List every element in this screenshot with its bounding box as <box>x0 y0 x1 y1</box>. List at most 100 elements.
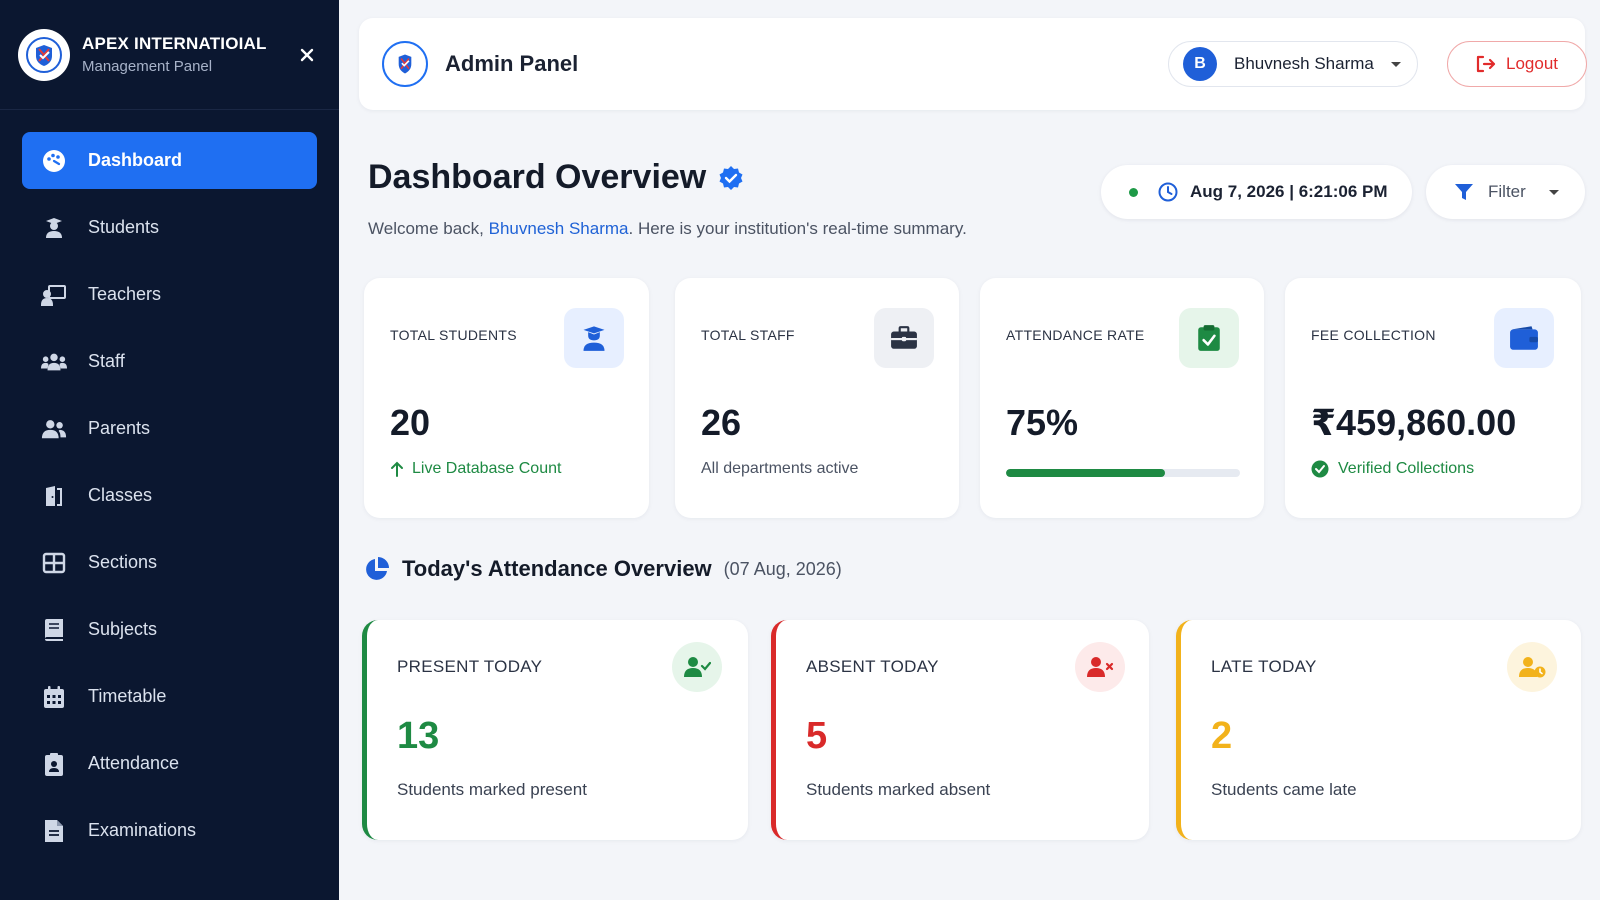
stat-value: ₹459,860.00 <box>1311 402 1517 443</box>
sidebar-item-sections[interactable]: Sections <box>22 534 317 591</box>
user-check-icon <box>672 642 722 692</box>
pie-chart-icon <box>366 557 389 580</box>
stat-value: 20 <box>390 402 431 443</box>
att-footer: Students came late <box>1211 780 1357 799</box>
stat-footer: All departments active <box>701 460 858 478</box>
briefcase-icon <box>874 308 934 368</box>
attendance-progress-bar <box>1006 469 1240 477</box>
stat-card-fee-collection: FEE COLLECTION ₹459,860.00 Verified Coll… <box>1285 278 1581 518</box>
sidebar-item-label: Staff <box>88 351 125 371</box>
filter-label: Filter <box>1488 182 1526 201</box>
late-today-card: LATE TODAY 2 Students came late <box>1176 620 1581 840</box>
stat-card-total-students: TOTAL STUDENTS 20 Live Database Count <box>364 278 649 518</box>
student-icon <box>41 215 67 241</box>
welcome-prefix: Welcome back, <box>368 219 489 238</box>
sidebar-item-subjects[interactable]: Subjects <box>22 601 317 658</box>
close-sidebar-button[interactable] <box>293 41 321 69</box>
att-footer: Students marked present <box>397 780 587 799</box>
clipboard-check-icon <box>1179 308 1239 368</box>
file-icon <box>41 818 67 844</box>
welcome-user-link[interactable]: Bhuvnesh Sharma <box>488 219 629 238</box>
book-icon <box>41 617 67 643</box>
caret-down-icon <box>1549 189 1559 195</box>
datetime-text: Aug 7, 2026 | 6:21:06 PM <box>1190 182 1388 201</box>
stat-card-attendance-rate: ATTENDANCE RATE 75% <box>980 278 1264 518</box>
graduate-icon <box>564 308 624 368</box>
stat-value: 75% <box>1006 402 1079 443</box>
sidebar-item-teachers[interactable]: Teachers <box>22 266 317 323</box>
stat-footer-text: Verified Collections <box>1338 460 1475 477</box>
sidebar-item-label: Attendance <box>88 753 180 773</box>
stat-footer-text: All departments active <box>701 460 859 477</box>
door-icon <box>41 483 67 509</box>
att-label: PRESENT TODAY <box>397 657 543 676</box>
stat-value: 26 <box>701 402 742 443</box>
sidebar-item-dashboard[interactable]: Dashboard <box>22 132 317 189</box>
sidebar-item-classes[interactable]: Classes <box>22 467 317 524</box>
verified-badge-icon <box>719 165 743 190</box>
stat-label: FEE COLLECTION <box>1311 327 1436 343</box>
sidebar-item-label: Dashboard <box>88 150 183 170</box>
main-content: Admin Panel B Bhuvnesh Sharma Logout Das… <box>339 0 1600 900</box>
header-title: Admin Panel <box>445 51 579 76</box>
sidebar-item-label: Students <box>88 217 160 237</box>
sidebar-item-parents[interactable]: Parents <box>22 400 317 457</box>
school-crest-icon <box>18 28 70 81</box>
att-label: ABSENT TODAY <box>806 657 939 676</box>
brand: APEX INTERNATIOIAL Management Panel <box>0 0 339 110</box>
sidebar-item-timetable[interactable]: Timetable <box>22 668 317 725</box>
wallet-icon <box>1494 308 1554 368</box>
sidebar-item-label: Timetable <box>88 686 167 706</box>
stat-card-total-staff: TOTAL STAFF 26 All departments active <box>675 278 959 518</box>
sidebar-item-students[interactable]: Students <box>22 199 317 256</box>
sidebar-nav: Dashboard Students Teachers Staff Parent… <box>0 110 339 859</box>
sidebar-item-examinations[interactable]: Examinations <box>22 802 317 859</box>
sidebar-item-attendance[interactable]: Attendance <box>22 735 317 792</box>
att-value: 13 <box>397 715 440 757</box>
stat-footer: Live Database Count <box>390 460 561 478</box>
teacher-icon <box>41 282 67 308</box>
school-crest-icon <box>382 41 428 87</box>
attendance-progress-fill <box>1006 469 1166 477</box>
sidebar-item-label: Subjects <box>88 619 158 639</box>
calendar-icon <box>41 684 67 710</box>
user-group-icon <box>41 416 67 442</box>
welcome-suffix: . Here is your institution's real-time s… <box>628 219 967 238</box>
top-bar: Admin Panel B Bhuvnesh Sharma Logout <box>359 18 1587 110</box>
page-title: Dashboard Overview <box>368 158 744 197</box>
att-value: 2 <box>1211 715 1233 757</box>
stat-label: TOTAL STAFF <box>701 327 795 343</box>
att-label: LATE TODAY <box>1211 657 1317 676</box>
clipboard-user-icon <box>41 751 67 777</box>
sidebar-item-label: Sections <box>88 552 158 572</box>
user-menu-button[interactable]: B Bhuvnesh Sharma <box>1168 41 1418 87</box>
datetime-display: Aug 7, 2026 | 6:21:06 PM <box>1101 165 1412 219</box>
present-today-card: PRESENT TODAY 13 Students marked present <box>362 620 748 840</box>
brand-subtitle: Management Panel <box>82 58 213 75</box>
user-clock-icon <box>1507 642 1557 692</box>
logout-label: Logout <box>1506 54 1558 73</box>
attendance-title: Today's Attendance Overview <box>402 556 712 581</box>
user-times-icon <box>1075 642 1125 692</box>
users-icon <box>41 349 67 375</box>
sidebar-item-label: Teachers <box>88 284 162 304</box>
user-name: Bhuvnesh Sharma <box>1234 54 1374 73</box>
logout-button[interactable]: Logout <box>1447 41 1587 87</box>
sidebar-item-label: Examinations <box>88 820 197 840</box>
live-status-dot <box>1129 187 1138 197</box>
sidebar-item-staff[interactable]: Staff <box>22 333 317 390</box>
welcome-message: Welcome back, Bhuvnesh Sharma. Here is y… <box>368 219 967 239</box>
sidebar-item-label: Parents <box>88 418 151 438</box>
check-circle-icon <box>1311 460 1329 478</box>
brand-title: APEX INTERNATIOIAL <box>82 34 267 53</box>
sidebar: APEX INTERNATIOIAL Management Panel Dash… <box>0 0 339 900</box>
attendance-date: (07 Aug, 2026) <box>723 558 842 579</box>
filter-icon <box>1455 184 1473 200</box>
logout-icon <box>1476 55 1496 73</box>
avatar: B <box>1183 47 1217 81</box>
filter-button[interactable]: Filter <box>1426 165 1585 219</box>
absent-today-card: ABSENT TODAY 5 Students marked absent <box>771 620 1149 840</box>
stat-label: ATTENDANCE RATE <box>1006 327 1145 343</box>
attendance-section-title: Today's Attendance Overview (07 Aug, 202… <box>364 556 842 582</box>
caret-down-icon <box>1391 61 1401 67</box>
